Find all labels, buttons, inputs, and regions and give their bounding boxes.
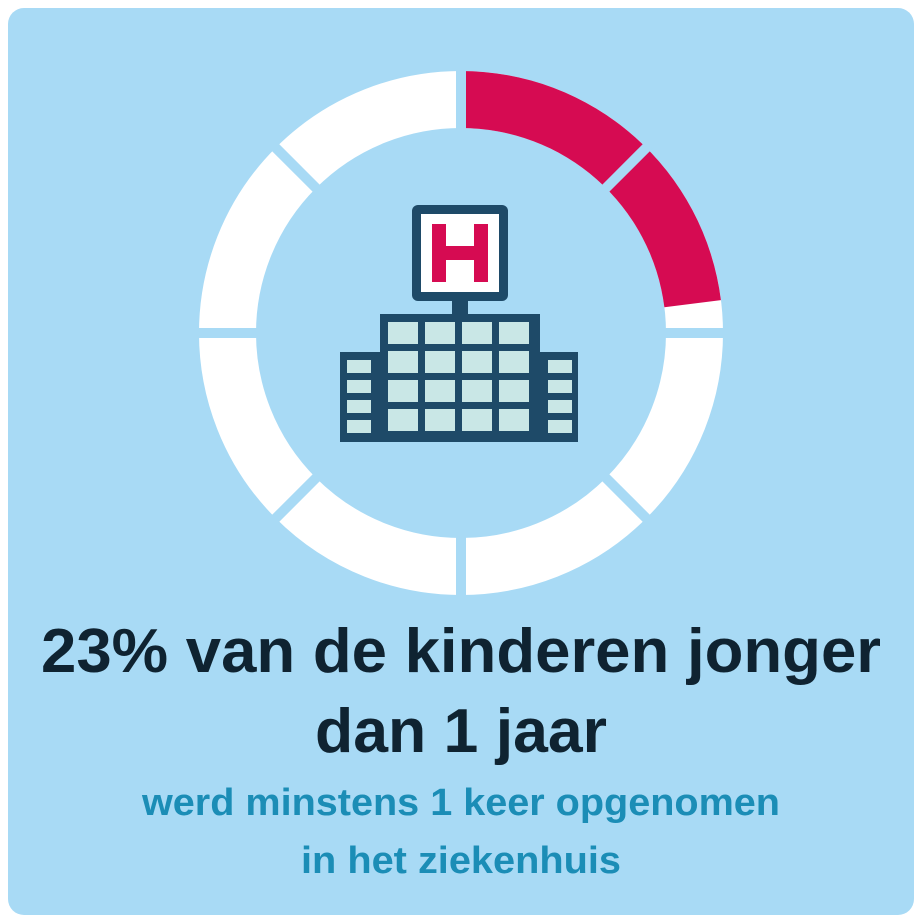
ring-value — [461, 71, 721, 308]
hospital-icon — [340, 205, 578, 442]
window — [499, 409, 529, 431]
window — [499, 322, 529, 344]
window — [499, 351, 529, 373]
window — [388, 351, 418, 373]
window — [548, 400, 572, 413]
window — [347, 420, 371, 433]
window — [347, 360, 371, 373]
window — [388, 409, 418, 431]
window — [425, 409, 455, 431]
card — [8, 8, 914, 915]
window — [548, 380, 572, 393]
ring-gap — [269, 141, 323, 195]
window — [388, 380, 418, 402]
window — [462, 351, 492, 373]
sign-h — [432, 224, 488, 282]
ring-gap — [599, 471, 653, 525]
window — [425, 380, 455, 402]
donut — [195, 67, 727, 599]
window — [425, 351, 455, 373]
window — [548, 420, 572, 433]
subtitle: in het ziekenhuis — [301, 840, 621, 882]
window — [347, 400, 371, 413]
window — [462, 380, 492, 402]
headline: 23% van de kinderen jonger — [41, 617, 881, 686]
window — [388, 322, 418, 344]
window — [548, 360, 572, 373]
ring-gap — [599, 141, 653, 195]
window — [462, 409, 492, 431]
window — [347, 380, 371, 393]
sign-post — [452, 300, 468, 316]
window — [462, 322, 492, 344]
window — [499, 380, 529, 402]
headline: dan 1 jaar — [315, 697, 607, 766]
window — [425, 322, 455, 344]
subtitle: werd minstens 1 keer opgenomen — [141, 782, 780, 824]
ring-gap — [269, 471, 323, 525]
